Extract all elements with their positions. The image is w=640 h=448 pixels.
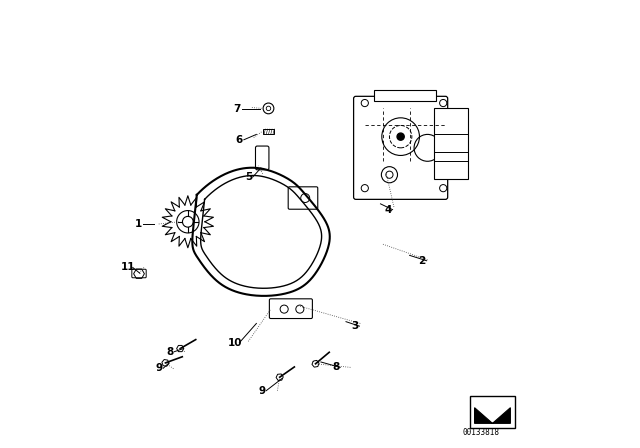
Text: 5: 5 xyxy=(244,172,252,182)
Circle shape xyxy=(397,133,404,140)
Text: 6: 6 xyxy=(236,135,243,145)
Bar xyxy=(470,396,515,428)
Text: 8: 8 xyxy=(166,347,173,357)
Text: 9: 9 xyxy=(258,386,266,396)
Bar xyxy=(435,108,468,179)
Text: 8: 8 xyxy=(332,362,339,372)
Text: 00133818: 00133818 xyxy=(463,428,500,437)
Text: 2: 2 xyxy=(419,256,426,266)
Text: 1: 1 xyxy=(135,219,142,229)
FancyBboxPatch shape xyxy=(255,146,269,170)
Text: 4: 4 xyxy=(385,205,392,215)
Bar xyxy=(374,90,436,101)
Text: 11: 11 xyxy=(121,263,136,272)
Bar xyxy=(263,129,275,134)
FancyBboxPatch shape xyxy=(132,269,146,278)
FancyBboxPatch shape xyxy=(288,187,318,209)
Text: 9: 9 xyxy=(155,363,163,373)
Text: 10: 10 xyxy=(228,338,242,348)
FancyBboxPatch shape xyxy=(269,299,312,319)
Text: 3: 3 xyxy=(351,321,358,331)
FancyBboxPatch shape xyxy=(353,96,448,199)
Text: 7: 7 xyxy=(234,104,241,114)
Polygon shape xyxy=(475,408,511,423)
